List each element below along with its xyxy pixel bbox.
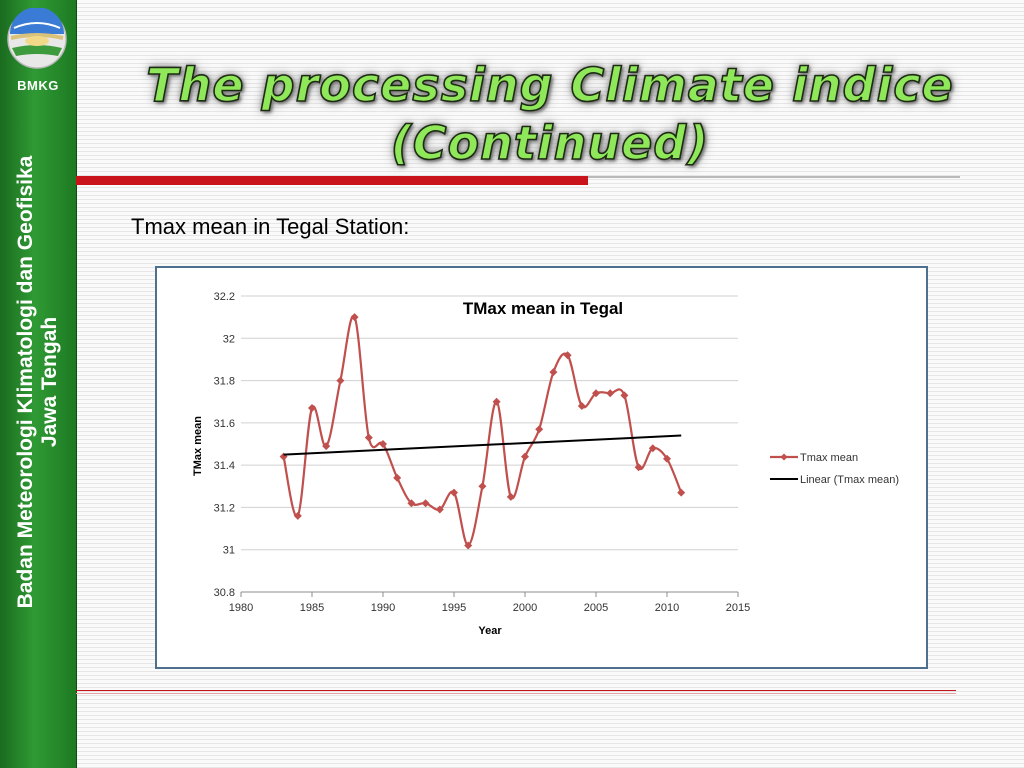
data-point [322, 442, 331, 451]
data-point [606, 389, 615, 398]
y-tick-label: 31.2 [214, 502, 235, 514]
data-point [563, 351, 572, 360]
legend-label-linear: Linear (Tmax mean) [800, 474, 899, 486]
data-point [677, 488, 686, 497]
title-line-1: The processing Climate indice [145, 57, 954, 113]
x-tick-label: 2000 [513, 602, 537, 614]
logo-text: BMKG [17, 78, 59, 93]
data-point [308, 404, 316, 413]
data-point [549, 368, 558, 377]
y-tick-label: 32.2 [214, 291, 235, 303]
data-point [478, 482, 487, 491]
bottom-divider-light [76, 693, 956, 694]
data-point [577, 401, 586, 410]
slide-subtitle: Tmax mean in Tegal Station: [131, 214, 410, 239]
organization-region: Jawa Tengah [38, 316, 61, 448]
x-tick-label: 1985 [300, 602, 324, 614]
data-point [592, 389, 600, 398]
line-chart: 30.8 31 31.2 31.4 31.6 31.8 32 32.2 1980 1985 199… [192, 291, 899, 637]
bottom-divider [76, 690, 956, 691]
x-axis-label: Year [478, 625, 502, 637]
data-point [663, 454, 671, 463]
y-tick-label: 31 [223, 545, 235, 557]
legend-marker-tmax-mean [780, 453, 788, 461]
x-tick-label: 2015 [726, 602, 750, 614]
data-point [521, 452, 529, 461]
data-point [506, 492, 515, 501]
organization-name: Badan Meteorologi Klimatologi dan Geofis… [14, 155, 37, 609]
data-point [336, 376, 345, 385]
data-point [535, 425, 544, 434]
y-tick-label: 31.6 [214, 418, 235, 430]
data-point [634, 463, 643, 472]
data-point [464, 541, 473, 550]
series-line-tmax-mean [282, 314, 683, 547]
red-divider [76, 176, 588, 185]
data-point [350, 313, 359, 322]
legend-label-tmax-mean: Tmax mean [800, 452, 858, 464]
data-point [379, 440, 387, 448]
data-point [450, 488, 458, 497]
data-point [620, 391, 629, 400]
sidebar-vertical-label: Badan Meteorologi Klimatologi dan Geofis… [0, 100, 76, 660]
title-line-2: (Continued) [390, 115, 710, 171]
grey-divider [588, 176, 960, 178]
data-point [293, 511, 302, 520]
y-axis-label: TMax mean [192, 416, 204, 476]
x-tick-label: 2010 [655, 602, 679, 614]
page-title: The processing Climate indice (Continued… [80, 56, 1020, 172]
y-tick-label: 31.4 [214, 460, 235, 472]
sidebar: BMKG Badan Meteorologi Klimatologi dan G… [0, 0, 77, 768]
data-point [492, 397, 501, 406]
chart-title: TMax mean in Tegal [463, 299, 623, 318]
data-point [435, 505, 444, 514]
x-tick-label: 1995 [442, 602, 466, 614]
chart-container: 30.8 31 31.2 31.4 31.6 31.8 32 32.2 1980 1985 199… [155, 266, 928, 669]
data-point [421, 499, 430, 508]
series-line-linear-trend [283, 434, 682, 456]
x-tick-label: 1990 [371, 602, 395, 614]
data-point [364, 433, 373, 442]
bmkg-logo-icon [7, 8, 67, 69]
x-tick-label: 2005 [584, 602, 608, 614]
x-tick-label: 1980 [229, 602, 253, 614]
y-tick-label: 32 [223, 333, 235, 345]
y-tick-label: 31.8 [214, 376, 235, 388]
data-point [407, 499, 416, 508]
data-point [393, 473, 402, 482]
y-tick-label: 30.8 [214, 587, 235, 599]
data-point [648, 444, 657, 453]
